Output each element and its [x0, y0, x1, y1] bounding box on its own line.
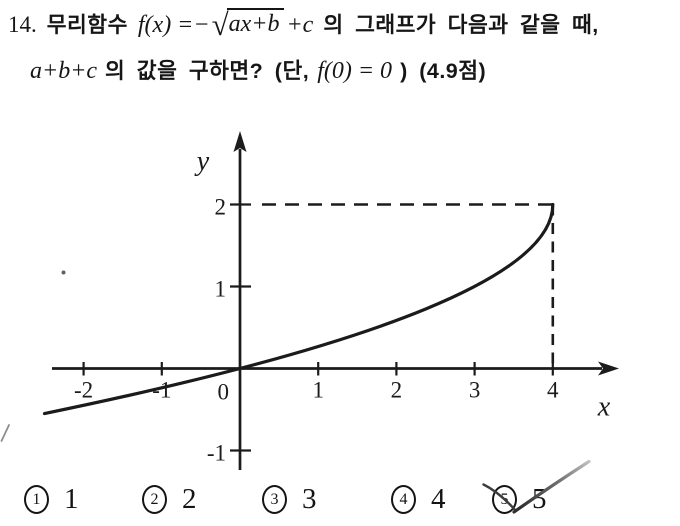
choice-4: 4 4 — [391, 485, 446, 514]
choice-3-value: 3 — [302, 483, 317, 515]
y-tick-label: 2 — [215, 195, 227, 220]
line1-suffix: 의 그래프가 다음과 같을 때, — [323, 13, 599, 37]
x-tick-label: -1 — [152, 378, 171, 403]
choice-4-circled-number: 4 — [391, 485, 416, 514]
question-text: 의 값을 구하면? (단, — [105, 59, 310, 83]
choice-1-value: 1 — [64, 483, 79, 515]
target-expression: a+b+c — [30, 58, 98, 84]
function-curve — [42, 202, 555, 416]
stray-ink-dot — [61, 270, 66, 275]
choice-1-circled-number: 1 — [24, 485, 49, 514]
choice-2-circled-number: 2 — [142, 485, 167, 514]
choice-1: 1 1 — [24, 485, 79, 514]
choice-5-value: 5 — [532, 483, 547, 515]
x-tick-label: 1 — [312, 378, 324, 403]
y-tick-label: -1 — [207, 441, 226, 466]
x-axis-arrowhead — [598, 361, 619, 376]
origin-label: 0 — [218, 380, 230, 405]
formula-suffix: +c — [286, 12, 314, 38]
choice-2-value: 2 — [182, 483, 197, 515]
y-tick-label: 1 — [215, 277, 227, 302]
question-line-2: a+b+c 의 값을 구하면? (단, f(0) = 0 ) (4.9점) — [30, 54, 486, 85]
x-tick-label: 3 — [469, 378, 481, 403]
stray-pen-mark — [0, 424, 10, 442]
points-text: ) (4.9점) — [400, 59, 487, 83]
function-formula: f(x) =− √ ax+b +c — [137, 7, 314, 42]
y-axis-label: y — [194, 146, 210, 177]
choice-3: 3 3 — [262, 485, 317, 514]
x-tick-label: 4 — [547, 378, 559, 403]
y-axis-arrowhead — [233, 131, 247, 152]
choice-2: 2 2 — [142, 485, 197, 514]
choice-5-circled-number: 5 — [492, 485, 517, 514]
sqrt-sign-icon: √ — [211, 7, 229, 42]
problem-number: 14. — [8, 12, 37, 37]
x-tick-label: -2 — [74, 378, 93, 403]
subject-label: 무리함수 — [46, 13, 128, 37]
sqrt-radical: √ ax+b — [211, 7, 285, 42]
sqrt-radicand: ax+b — [226, 8, 285, 38]
choice-4-value: 4 — [431, 483, 446, 515]
x-tick-label: 2 — [391, 378, 403, 403]
formula-prefix: f(x) =− — [137, 12, 210, 38]
question-line-1: 14. 무리함수 f(x) =− √ ax+b +c 의 그래프가 다음과 같을… — [8, 7, 599, 42]
choice-3-circled-number: 3 — [262, 485, 287, 514]
choice-5: 5 5 — [492, 485, 547, 514]
condition-formula: f(0) = 0 — [317, 58, 393, 84]
x-axis-label: x — [597, 392, 611, 423]
